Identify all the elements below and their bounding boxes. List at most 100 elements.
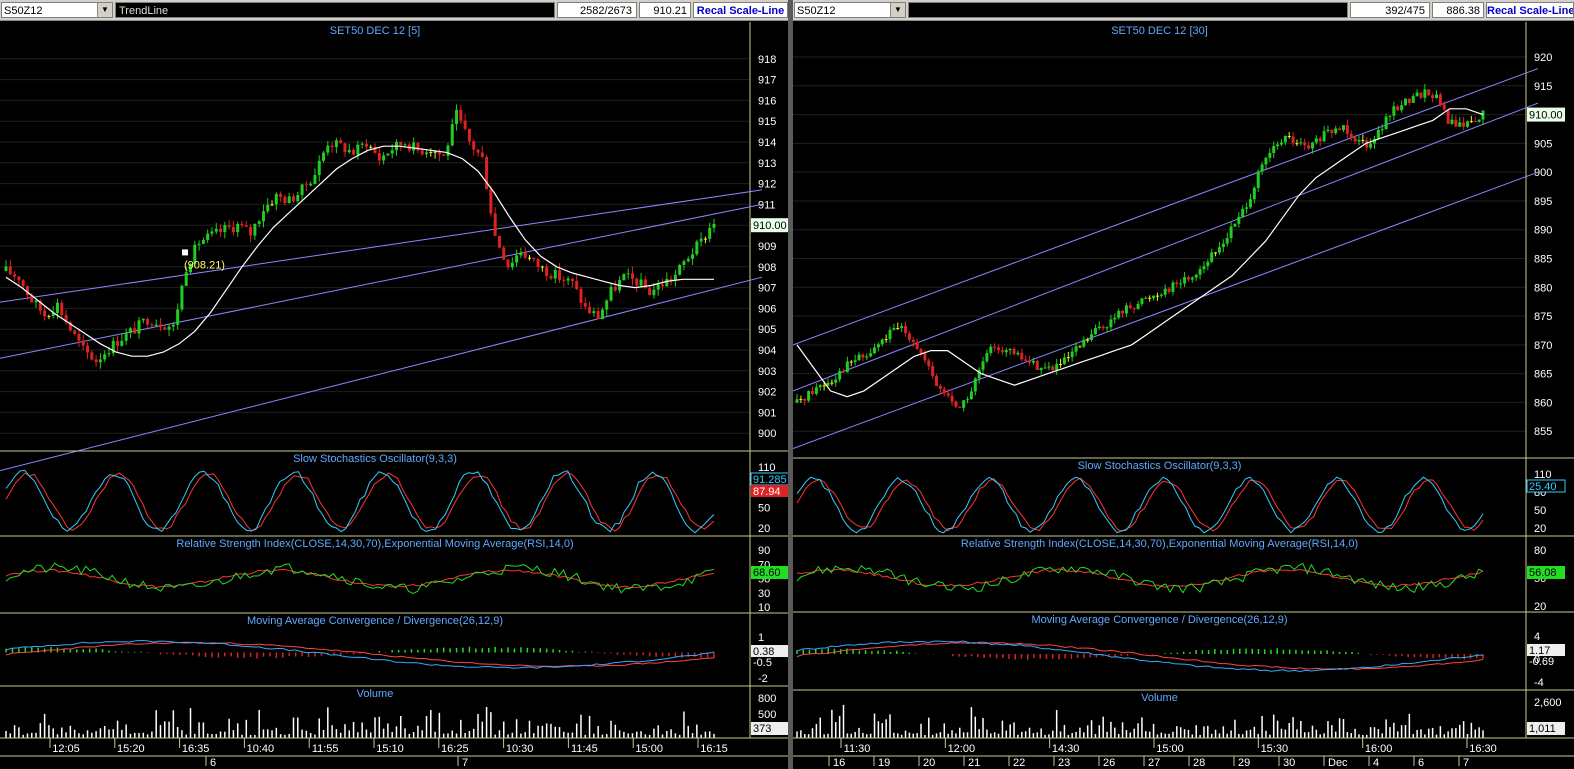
candle-body xyxy=(669,278,673,281)
candle-body xyxy=(1163,288,1167,295)
candle-body xyxy=(1020,352,1024,360)
left-chart-canvas[interactable]: 9009019029039049059069079089099109119129… xyxy=(0,20,788,769)
rsi-tick-label: 30 xyxy=(758,588,770,600)
candle-body xyxy=(1287,135,1291,137)
candle-body xyxy=(1179,283,1183,285)
candle-body xyxy=(570,278,574,281)
price-tick-label: 903 xyxy=(758,366,776,378)
candle-body xyxy=(223,225,227,233)
candle-body xyxy=(300,184,304,195)
candle-body xyxy=(193,244,197,264)
date-tick-label: 7 xyxy=(1463,757,1469,769)
candle-body xyxy=(605,300,609,310)
candle-body xyxy=(446,145,450,156)
price-tick-label: 905 xyxy=(758,324,776,336)
candle-body xyxy=(412,142,416,151)
candle-body xyxy=(1252,187,1256,200)
candle-body xyxy=(830,382,834,384)
price-tick-label: 906 xyxy=(758,303,776,315)
time-tick-label: 11:55 xyxy=(312,743,339,755)
right-chart-panel[interactable]: S50Z12 ▼ 392/475 886.38 Recal Scale-Line… xyxy=(793,0,1574,769)
rsi-tick-label: 80 xyxy=(1534,545,1546,557)
right-bar-count: 392/475 xyxy=(1350,2,1430,18)
left-recal-scale-button[interactable]: Recal Scale-Line xyxy=(693,2,788,18)
chevron-down-icon[interactable]: ▼ xyxy=(890,3,905,17)
candle-body xyxy=(558,269,562,280)
left-symbol-select[interactable]: S50Z12 ▼ xyxy=(1,2,113,18)
left-tool-field[interactable]: TrendLine xyxy=(115,2,555,18)
candle-body xyxy=(1419,92,1423,98)
right-symbol-select[interactable]: S50Z12 ▼ xyxy=(794,2,906,18)
rsi-tag-box xyxy=(1527,566,1565,579)
candle-body xyxy=(1462,122,1466,127)
candle-body xyxy=(661,284,665,287)
macd-tick-label: 1 xyxy=(758,632,764,644)
right-recal-scale-button[interactable]: Recal Scale-Line xyxy=(1486,2,1574,18)
candle-body xyxy=(1086,339,1090,341)
candle-body xyxy=(1446,109,1450,124)
left-chart-panel[interactable]: S50Z12 ▼ TrendLine 2582/2673 910.21 Reca… xyxy=(0,0,788,769)
candle-body xyxy=(838,371,842,380)
candle-body xyxy=(103,354,107,360)
candle-body xyxy=(472,141,476,150)
date-tick-label: 22 xyxy=(1013,757,1025,769)
panel-splitter[interactable] xyxy=(788,0,793,769)
candle-body xyxy=(1152,295,1156,299)
candle-body xyxy=(1361,139,1365,141)
candle-body xyxy=(291,196,295,202)
candle-body xyxy=(969,391,973,400)
candle-body xyxy=(163,327,167,330)
time-tick-label: 14:30 xyxy=(1052,743,1080,755)
candle-body xyxy=(279,193,283,197)
candle-body xyxy=(1000,350,1004,353)
price-tick-label: 918 xyxy=(758,54,776,66)
candle-body xyxy=(950,395,954,402)
current-price-tag: 910.00 xyxy=(753,220,787,232)
right-tool-field[interactable] xyxy=(908,2,1348,18)
macd-panel-title: Moving Average Convergence / Divergence(… xyxy=(1031,614,1287,626)
candle-body xyxy=(896,328,900,330)
price-tick-label: 909 xyxy=(758,241,776,253)
time-tick-label: 16:25 xyxy=(441,743,469,755)
price-tick-label: 914 xyxy=(758,137,776,149)
candle-body xyxy=(1376,129,1380,139)
candle-body xyxy=(811,391,815,394)
candle-body xyxy=(77,333,81,341)
candle-body xyxy=(1043,367,1047,369)
candle-body xyxy=(1047,366,1051,368)
candle-body xyxy=(966,399,970,401)
candle-body xyxy=(201,240,205,244)
candle-body xyxy=(189,263,193,273)
price-tick-label: 913 xyxy=(758,158,776,170)
candle-body xyxy=(403,144,407,146)
candle-body xyxy=(322,152,326,161)
rsi-tag: 68.60 xyxy=(753,567,781,579)
candle-body xyxy=(1190,277,1194,280)
candle-body xyxy=(437,151,441,155)
candle-body xyxy=(1345,125,1349,134)
candle-body xyxy=(13,274,17,277)
chevron-down-icon[interactable]: ▼ xyxy=(97,3,112,17)
date-tick-label: 30 xyxy=(1283,757,1295,769)
stoch-d-tag: 87.94 xyxy=(753,486,781,498)
candle-body xyxy=(981,361,985,370)
candle-body xyxy=(923,353,927,361)
candle-body xyxy=(849,361,853,363)
candle-body xyxy=(257,221,261,224)
time-tick-label: 10:30 xyxy=(506,743,534,755)
left-tool-name: TrendLine xyxy=(119,5,169,17)
candle-body xyxy=(214,228,218,232)
current-price-tag: 910.00 xyxy=(1529,110,1563,122)
channel-line xyxy=(0,203,763,359)
stoch-tag: 25.40 xyxy=(1529,481,1557,493)
price-tick-label: 915 xyxy=(758,116,776,128)
macd-tag: 1.17 xyxy=(1529,645,1550,657)
stoch-tick-label: 20 xyxy=(758,523,770,535)
stoch-panel-title: Slow Stochastics Oscillator(9,3,3) xyxy=(293,453,457,465)
macd-tick-label: -4 xyxy=(1534,677,1544,689)
candle-body xyxy=(954,401,958,407)
rsi-tick-label: 20 xyxy=(1534,601,1546,613)
right-chart-canvas[interactable]: 8558608658708758808858908959009059109159… xyxy=(793,20,1574,769)
candle-body xyxy=(253,223,257,236)
candle-body xyxy=(146,318,150,325)
